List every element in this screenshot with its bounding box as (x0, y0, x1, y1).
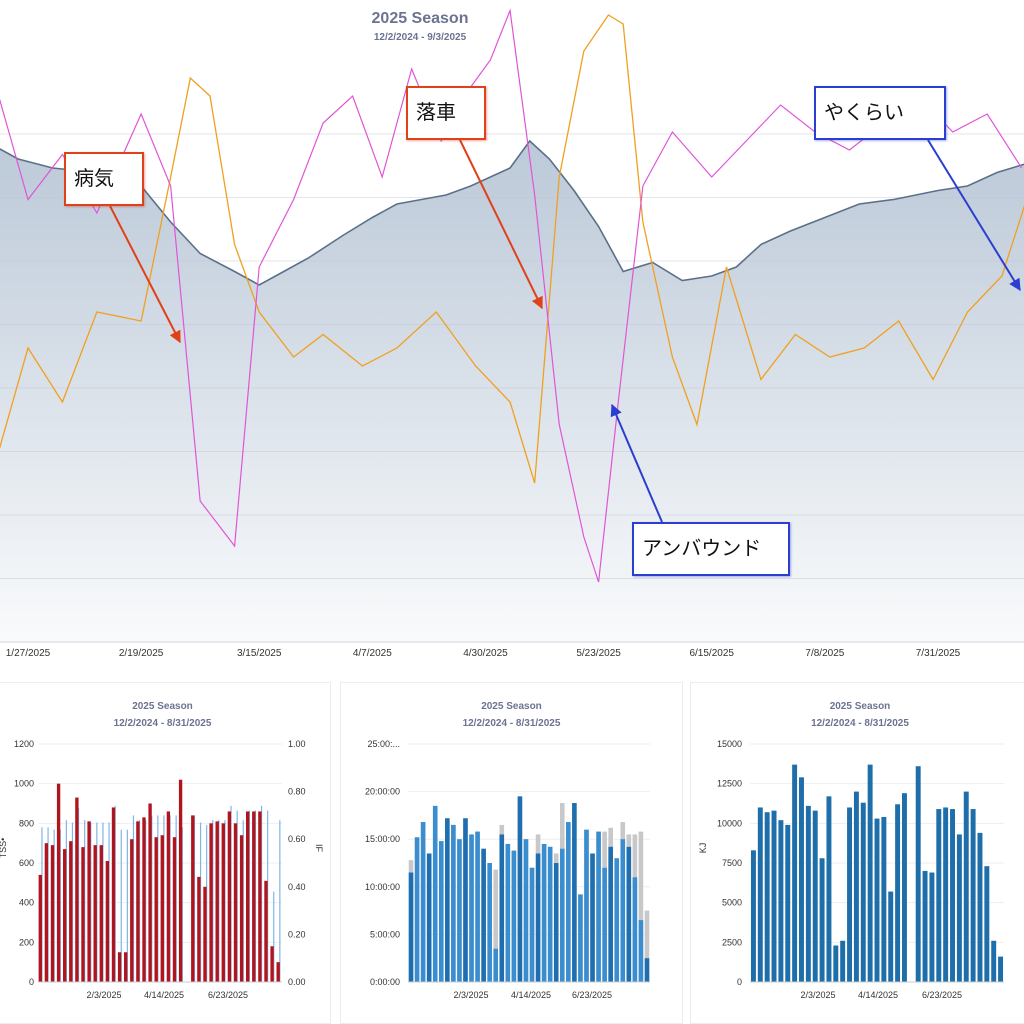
kj-panel-title: 2025 Season (829, 701, 891, 712)
main-x-tick-label: 1/27/2025 (6, 648, 51, 659)
main-x-tick-label: 7/31/2025 (916, 648, 961, 659)
main-pmc-chart: 1/27/2025 2/19/2025 3/15/2025 4/7/2025 4/30/… (0, 8, 1024, 659)
main-x-tick-label: 4/7/2025 (353, 648, 392, 659)
tss-panel-title: 2025 Season (132, 701, 193, 712)
main-x-tick-label: 7/8/2025 (805, 648, 844, 659)
annotation-crash-arrow (459, 139, 543, 310)
form-line (0, 14, 1024, 484)
main-x-tick-label: 3/15/2025 (237, 648, 282, 659)
tss-panel-subtitle: 12/2/2024 - 8/31/2025 (113, 718, 212, 729)
annotation-yakurai: やくらい (814, 86, 946, 140)
time-panel-title: 2025 Season (481, 701, 542, 712)
annotation-sick-arrow (109, 205, 181, 344)
annotation-unbound: アンバウンド (632, 522, 790, 576)
kj-panel: 2025 Season 12/2/2024 - 8/31/2025 (690, 682, 1024, 1024)
main-chart-subtitle: 12/2/2024 - 9/3/2025 (373, 32, 467, 43)
main-x-tick-label: 5/23/2025 (576, 648, 621, 659)
tss-if-panel: 2025 Season 12/2/2024 - 8/31/2025 (0, 682, 331, 1024)
fitness-area (0, 141, 1024, 642)
annotation-sick: 病気 (64, 152, 144, 206)
main-x-tick-label: 6/15/2025 (689, 648, 734, 659)
fitness-line (0, 139, 1024, 286)
time-panel-subtitle: 12/2/2024 - 8/31/2025 (462, 718, 561, 729)
annotation-yakurai-arrow (927, 139, 1021, 292)
annotation-crash: 落車 (406, 86, 486, 140)
kj-panel-subtitle: 12/2/2024 - 8/31/2025 (811, 718, 909, 729)
main-chart-title: 2025 Season (371, 10, 469, 27)
main-x-tick-label: 4/30/2025 (463, 648, 508, 659)
main-x-tick-label: 2/19/2025 (119, 648, 164, 659)
time-panel: 2025 Season 12/2/2024 - 8/31/2025 (340, 682, 683, 1024)
annotation-unbound-arrow (610, 403, 663, 523)
